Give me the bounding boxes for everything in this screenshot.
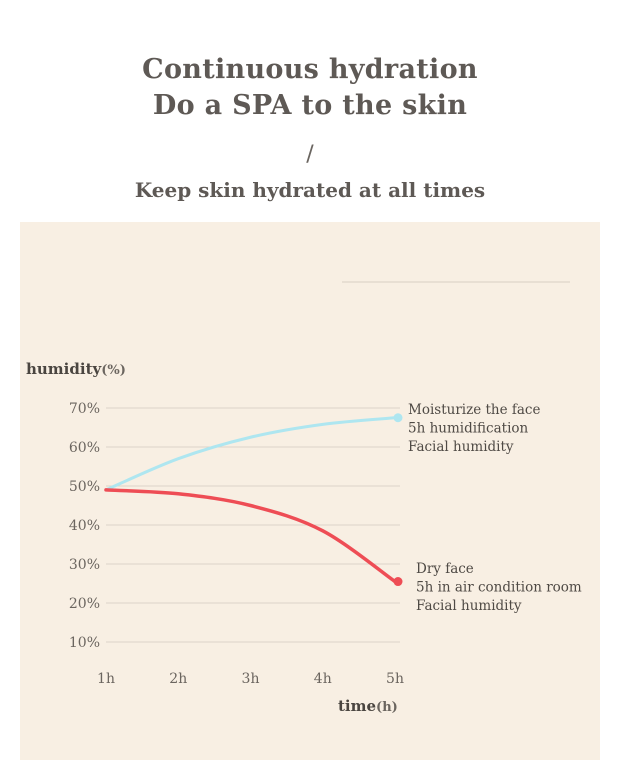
annotation-line: Moisturize the face <box>408 402 540 418</box>
y-axis-label: humidity <box>26 360 102 378</box>
series-end-point <box>393 413 403 423</box>
x-axis-title: time(h) <box>338 697 398 715</box>
y-axis-title: humidity(%) <box>26 360 126 378</box>
title-divider: / <box>306 142 314 167</box>
x-axis-unit: (h) <box>376 700 398 715</box>
annotation-line: Dry face <box>416 561 474 577</box>
annotation-line: 5h in air condition room <box>416 580 582 596</box>
humidity-chart: 10% 20% 30% 40% 50% 60% 70% 1h 2h 3h 4h 5h humidit… <box>26 281 582 715</box>
y-tick-label: 70% <box>69 401 100 417</box>
chart-panel: 10% 20% 30% 40% 50% 60% 70% 1h 2h 3h 4h 5h humidit… <box>20 222 600 760</box>
y-tick-label: 10% <box>69 635 100 651</box>
y-tick-label: 40% <box>69 518 100 534</box>
x-tick-label: 2h <box>169 671 187 687</box>
annotation-line: 5h humidification <box>408 421 529 437</box>
x-axis-label: time <box>338 697 376 715</box>
annotation-line: Facial humidity <box>408 439 514 455</box>
header: Continuous hydration Do a SPA to the ski… <box>0 0 620 222</box>
title-line-2: Do a SPA to the skin <box>152 90 468 121</box>
y-tick-label: 60% <box>69 440 100 456</box>
series-end-point <box>393 577 403 587</box>
subtitle: Keep skin hydrated at all times <box>134 178 486 202</box>
y-tick-label: 20% <box>69 596 100 612</box>
series-line-moisturized <box>104 416 397 492</box>
y-tick-labels: 10% 20% 30% 40% 50% 60% 70% <box>69 401 100 651</box>
series-group <box>104 413 403 587</box>
series-line-dry <box>104 488 397 584</box>
x-tick-label: 1h <box>97 671 115 687</box>
y-tick-label: 50% <box>69 479 100 495</box>
x-tick-labels: 1h 2h 3h 4h 5h <box>97 671 404 687</box>
annotation-line: Facial humidity <box>416 598 522 614</box>
title-line-1: Continuous hydration <box>142 54 478 85</box>
annotations: Moisturize the face 5h humidification Faci… <box>408 402 582 614</box>
x-tick-label: 3h <box>242 671 260 687</box>
x-tick-label: 4h <box>314 671 332 687</box>
x-tick-label: 5h <box>386 671 404 687</box>
grid <box>106 407 400 643</box>
y-axis-unit: (%) <box>101 363 126 378</box>
y-tick-label: 30% <box>69 557 100 573</box>
